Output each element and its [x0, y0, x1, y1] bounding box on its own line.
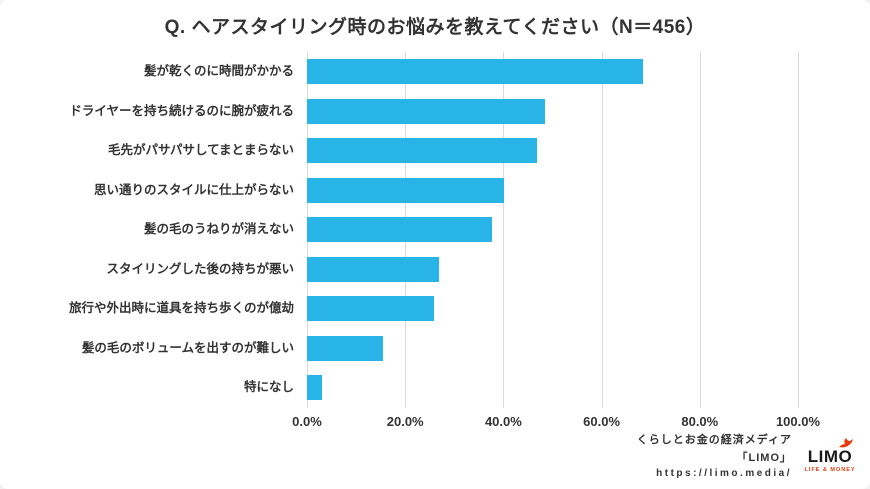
limo-logo-text: LIMO [807, 446, 853, 466]
bar [307, 335, 383, 361]
limo-bird-icon [839, 437, 853, 447]
bar-label: 旅行や外出時に道具を持ち歩くのが億劫 [68, 301, 294, 316]
bar-track [307, 329, 798, 369]
bar-track [307, 171, 798, 211]
bar-track [307, 210, 798, 250]
chart-row: 毛先がパサパサしてまとまらない [0, 131, 798, 171]
bar-label: ドライヤーを持ち続けるのに腕が疲れる [69, 103, 294, 118]
chart-row: 髪の毛のうねりが消えない [0, 210, 798, 250]
limo-logo-tagline: LIFE & MONEY [804, 466, 856, 473]
bar-label: 毛先がパサパサしてまとまらない [107, 143, 294, 158]
bar [307, 59, 643, 84]
bar [307, 217, 493, 242]
x-tick-label: 40.0% [484, 414, 522, 429]
credit-line1: くらしとお金の経済メディア [636, 434, 792, 446]
chart-row: スタイリングした後の持ちが悪い [0, 250, 798, 290]
x-tick-label: 20.0% [386, 414, 424, 429]
gridline [798, 52, 799, 408]
x-tick-label: 0.0% [292, 414, 322, 429]
limo-logo: LIMO LIFE & MONEY [804, 437, 856, 473]
bar [307, 296, 435, 321]
bar-track [307, 250, 798, 290]
credit-line2: 「LIMO」 [736, 452, 792, 464]
x-tick-label: 80.0% [681, 414, 719, 429]
chart-row: 思い通りのスタイルに仕上がらない [0, 171, 798, 211]
bar-track [307, 368, 798, 408]
bar-track [307, 92, 798, 132]
chart-row: 特になし [0, 368, 798, 408]
footer-credit: くらしとお金の経済メディア 「LIMO」 https://limo.media/… [637, 431, 856, 479]
chart-row: 旅行や外出時に道具を持ち歩くのが億劫 [0, 289, 798, 329]
chart-row: ドライヤーを持ち続けるのに腕が疲れる [0, 92, 798, 132]
bar-label: 髪が乾くのに時間がかかる [143, 64, 294, 79]
bar [307, 256, 439, 282]
bar [307, 138, 538, 163]
bar [307, 177, 504, 203]
bar [307, 375, 323, 400]
bar-label: 髪の毛のボリュームを出すのが難しい [81, 340, 294, 355]
bar-chart: 髪が乾くのに時間がかかるドライヤーを持ち続けるのに腕が疲れる毛先がパサパサしてま… [0, 52, 820, 429]
bar-track [307, 52, 798, 92]
media-credit: くらしとお金の経済メディア 「LIMO」 https://limo.media/ [637, 431, 792, 479]
chart-row: 髪が乾くのに時間がかかる [0, 52, 798, 92]
bar-label: 特になし [243, 380, 294, 395]
bar-label: スタイリングした後の持ちが悪い [106, 261, 294, 276]
chart-rows: 髪が乾くのに時間がかかるドライヤーを持ち続けるのに腕が疲れる毛先がパサパサしてま… [0, 52, 798, 408]
bar-label: 髪の毛のうねりが消えない [143, 222, 294, 237]
chart-row: 髪の毛のボリュームを出すのが難しい [0, 329, 798, 369]
credit-url: https://limo.media/ [656, 468, 792, 479]
x-tick-label: 100.0% [775, 414, 821, 429]
x-tick-label: 60.0% [583, 414, 621, 429]
bar-track [307, 289, 798, 329]
bar-track [307, 131, 798, 171]
x-axis: 0.0% 20.0% 40.0% 60.0% 80.0% 100.0% [292, 414, 820, 434]
bar-label: 思い通りのスタイルに仕上がらない [93, 182, 294, 197]
bar [307, 98, 546, 124]
chart-title: Q. ヘアスタイリング時のお悩みを教えてください（N＝456） [164, 17, 706, 38]
